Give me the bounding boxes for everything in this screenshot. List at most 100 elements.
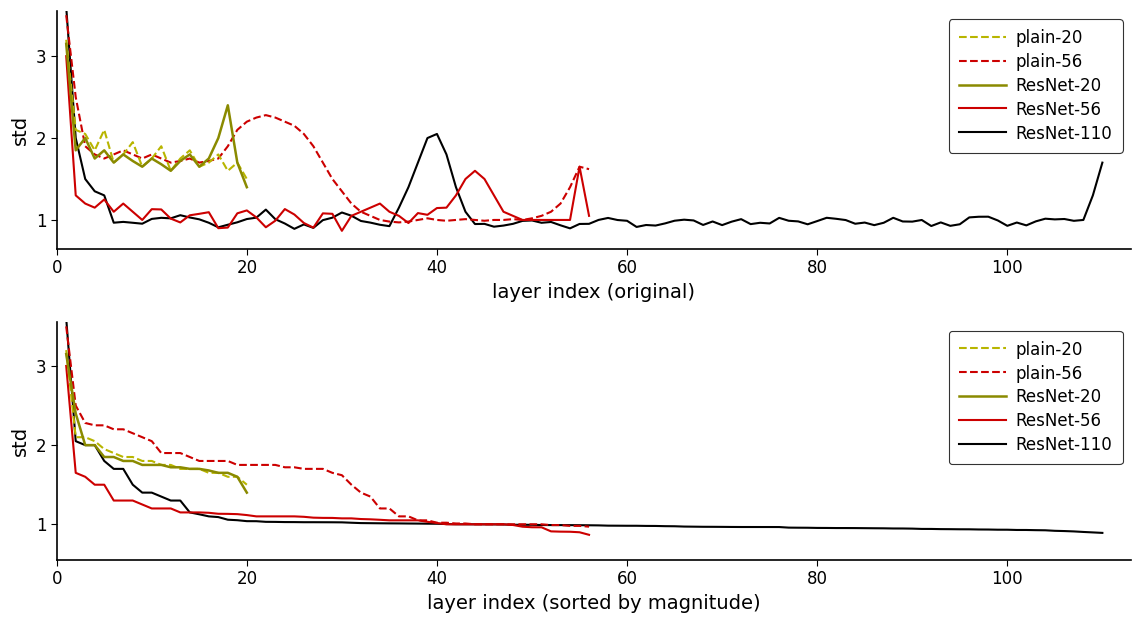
Line: ResNet-56: ResNet-56 — [66, 366, 589, 535]
X-axis label: layer index (original): layer index (original) — [492, 283, 695, 301]
ResNet-20 — [126, 157, 139, 165]
ResNet-110 — [59, 3, 73, 11]
ResNet-20 — [183, 150, 196, 158]
Line: plain-20: plain-20 — [66, 350, 247, 485]
plain-20 — [164, 461, 178, 469]
plain-20 — [183, 465, 196, 472]
ResNet-20 — [202, 155, 216, 162]
ResNet-20 — [240, 489, 254, 496]
plain-20 — [59, 36, 73, 44]
plain-20 — [174, 155, 187, 162]
plain-20 — [97, 126, 111, 134]
ResNet-20 — [231, 473, 244, 480]
ResNet-20 — [240, 183, 254, 191]
ResNet-56 — [59, 52, 73, 60]
ResNet-110 — [534, 521, 548, 529]
plain-20 — [145, 155, 159, 162]
ResNet-20 — [107, 453, 121, 461]
ResNet-20 — [193, 465, 207, 472]
plain-20 — [211, 469, 225, 477]
plain-20 — [240, 481, 254, 489]
plain-20 — [154, 461, 168, 469]
plain-20 — [69, 126, 82, 134]
plain-20 — [136, 163, 150, 170]
ResNet-56 — [335, 227, 348, 235]
ResNet-110 — [363, 519, 377, 527]
ResNet-20 — [154, 461, 168, 469]
Y-axis label: std: std — [11, 115, 30, 145]
ResNet-110 — [1095, 159, 1109, 167]
ResNet-20 — [69, 410, 82, 417]
plain-20 — [211, 150, 225, 158]
plain-20 — [240, 175, 254, 183]
ResNet-20 — [174, 157, 187, 165]
ResNet-110 — [1067, 528, 1080, 535]
plain-20 — [107, 449, 121, 457]
ResNet-110 — [1029, 527, 1043, 534]
ResNet-56 — [69, 192, 82, 199]
ResNet-110 — [563, 522, 577, 529]
ResNet-20 — [136, 163, 150, 170]
plain-20 — [193, 465, 207, 472]
plain-20 — [231, 473, 244, 480]
plain-20 — [107, 159, 121, 167]
Line: ResNet-56: ResNet-56 — [66, 56, 589, 231]
plain-56 — [354, 208, 368, 215]
plain-20 — [136, 457, 150, 465]
plain-56 — [582, 165, 596, 173]
ResNet-110 — [572, 220, 586, 228]
plain-20 — [88, 437, 102, 445]
plain-56 — [249, 461, 263, 469]
plain-56 — [383, 218, 396, 225]
ResNet-20 — [97, 453, 111, 461]
ResNet-56 — [411, 209, 425, 217]
plain-20 — [174, 465, 187, 472]
ResNet-20 — [220, 102, 234, 109]
Line: ResNet-20: ResNet-20 — [66, 354, 247, 492]
ResNet-20 — [97, 147, 111, 154]
Legend: plain-20, plain-56, ResNet-20, ResNet-56, ResNet-110: plain-20, plain-56, ResNet-20, ResNet-56… — [949, 19, 1123, 153]
plain-20 — [183, 147, 196, 154]
ResNet-20 — [126, 457, 139, 465]
ResNet-56 — [249, 213, 263, 221]
plain-56 — [459, 520, 473, 527]
ResNet-110 — [1077, 216, 1091, 223]
plain-20 — [193, 163, 207, 170]
ResNet-56 — [402, 517, 416, 524]
ResNet-20 — [202, 467, 216, 474]
plain-56 — [249, 114, 263, 121]
ResNet-20 — [164, 167, 178, 175]
plain-20 — [164, 167, 178, 175]
ResNet-20 — [211, 469, 225, 477]
ResNet-20 — [116, 457, 130, 465]
plain-20 — [220, 167, 234, 175]
Line: ResNet-110: ResNet-110 — [66, 7, 1102, 229]
ResNet-20 — [59, 40, 73, 47]
ResNet-56 — [354, 515, 368, 523]
ResNet-20 — [220, 469, 234, 477]
plain-20 — [202, 469, 216, 477]
ResNet-110 — [59, 314, 73, 322]
ResNet-56 — [392, 212, 405, 220]
ResNet-110 — [801, 220, 814, 228]
plain-20 — [79, 434, 93, 441]
plain-56 — [383, 505, 396, 512]
Line: plain-56: plain-56 — [66, 15, 589, 222]
plain-20 — [126, 453, 139, 461]
plain-56 — [468, 216, 482, 223]
plain-20 — [59, 346, 73, 354]
ResNet-20 — [79, 441, 93, 449]
ResNet-20 — [69, 147, 82, 154]
ResNet-110 — [545, 218, 558, 226]
plain-56 — [392, 218, 405, 226]
plain-20 — [116, 150, 130, 158]
plain-20 — [69, 434, 82, 441]
ResNet-56 — [582, 212, 596, 220]
ResNet-56 — [582, 531, 596, 539]
ResNet-20 — [211, 134, 225, 142]
ResNet-20 — [88, 441, 102, 449]
ResNet-56 — [69, 469, 82, 477]
plain-20 — [116, 453, 130, 461]
ResNet-20 — [88, 155, 102, 162]
plain-20 — [79, 130, 93, 138]
